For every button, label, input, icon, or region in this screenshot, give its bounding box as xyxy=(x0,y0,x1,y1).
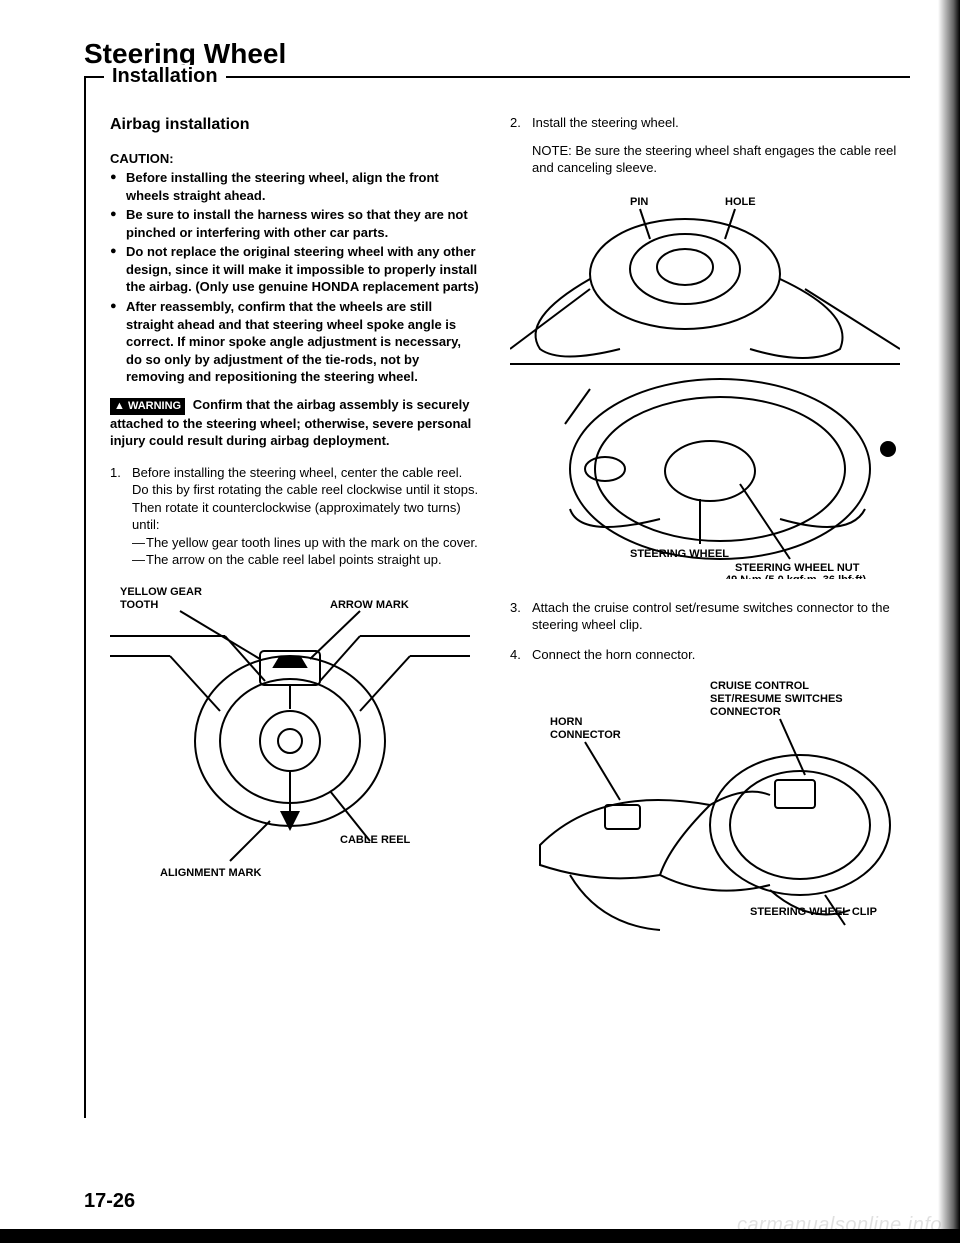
cable-reel-svg: YELLOW GEAR TOOTH ARROW MARK xyxy=(110,581,470,881)
step-sub: The arrow on the cable reel label points… xyxy=(132,551,480,569)
caution-item: Do not replace the original steering whe… xyxy=(110,243,480,296)
content-columns: Airbag installation CAUTION: Before inst… xyxy=(84,106,910,961)
right-column: 2. Install the steering wheel. NOTE: Be … xyxy=(510,114,900,961)
step-number: 1. xyxy=(110,464,121,482)
step-1: 1. Before installing the steering wheel,… xyxy=(110,464,480,569)
step-text: Do this by first rotating the cable reel… xyxy=(132,482,478,497)
caution-list: Before installing the steering wheel, al… xyxy=(110,169,480,386)
scan-bottom-bar xyxy=(0,1229,960,1243)
step-4: 4. Connect the horn connector. xyxy=(510,646,900,664)
caution-label: CAUTION: xyxy=(110,150,480,168)
left-steps: 1. Before installing the steering wheel,… xyxy=(110,464,480,569)
warning-paragraph: ▲ WARNING Confirm that the airbag assemb… xyxy=(110,396,480,450)
step-text: Before installing the steering wheel, ce… xyxy=(132,465,462,480)
scan-shadow xyxy=(938,0,960,1243)
label-clip: STEERING WHEEL CLIP xyxy=(750,906,877,918)
step-text: Then rotate it counterclockwise (approxi… xyxy=(132,500,461,533)
label-cable-reel: CABLE REEL xyxy=(340,834,411,846)
label-arrow-mark: ARROW MARK xyxy=(330,599,409,611)
label-horn-1: HORN xyxy=(550,716,582,728)
right-steps: 2. Install the steering wheel. NOTE: Be … xyxy=(510,114,900,177)
caution-item: Before installing the steering wheel, al… xyxy=(110,169,480,204)
label-yellow-gear: YELLOW GEAR xyxy=(120,586,202,598)
label-cruise-2: SET/RESUME SWITCHES xyxy=(710,693,843,705)
label-cruise-3: CONNECTOR xyxy=(710,706,781,718)
caution-item: After reassembly, confirm that the wheel… xyxy=(110,298,480,386)
right-steps-2: 3. Attach the cruise control set/resume … xyxy=(510,599,900,664)
step-text: Install the steering wheel. xyxy=(532,115,679,130)
left-column: Airbag installation CAUTION: Before inst… xyxy=(110,114,480,961)
figure-cable-reel: YELLOW GEAR TOOTH ARROW MARK xyxy=(110,581,480,881)
label-steering-wheel: STEERING WHEEL xyxy=(630,548,729,560)
figure-steering-install: PIN HOLE xyxy=(510,189,900,579)
step-number: 4. xyxy=(510,646,521,664)
svg-text:TOOTH: TOOTH xyxy=(120,599,158,611)
label-nut: STEERING WHEEL NUT xyxy=(735,562,860,574)
label-pin: PIN xyxy=(630,196,648,208)
step-2: 2. Install the steering wheel. NOTE: Be … xyxy=(510,114,900,177)
label-alignment-mark: ALIGNMENT MARK xyxy=(160,867,261,879)
caution-item: Be sure to install the harness wires so … xyxy=(110,206,480,241)
page-number: 17-26 xyxy=(84,1190,135,1213)
step-text: Attach the cruise control set/resume swi… xyxy=(532,600,890,633)
label-torque: 49 N·m (5.0 kgf·m, 36 lbf·ft) xyxy=(725,574,867,579)
step-number: 2. xyxy=(510,114,521,132)
step-note: NOTE: Be sure the steering wheel shaft e… xyxy=(532,142,900,177)
step-text: Connect the horn connector. xyxy=(532,647,695,662)
manual-page: Steering Wheel Installation Airbag insta… xyxy=(0,0,960,1243)
step-sub: The yellow gear tooth lines up with the … xyxy=(132,534,480,552)
step-number: 3. xyxy=(510,599,521,617)
label-horn-2: CONNECTOR xyxy=(550,729,621,741)
connectors-svg: CRUISE CONTROL SET/RESUME SWITCHES CONNE… xyxy=(510,675,900,945)
step-3: 3. Attach the cruise control set/resume … xyxy=(510,599,900,634)
label-cruise-1: CRUISE CONTROL xyxy=(710,680,809,692)
warning-badge: ▲ WARNING xyxy=(110,398,185,415)
section-heading: Installation xyxy=(104,65,226,88)
section-frame: Installation Airbag installation CAUTION… xyxy=(84,76,910,961)
figure-connectors: CRUISE CONTROL SET/RESUME SWITCHES CONNE… xyxy=(510,675,900,945)
steering-install-svg: PIN HOLE xyxy=(510,189,900,579)
airbag-heading: Airbag installation xyxy=(110,114,480,136)
label-hole: HOLE xyxy=(725,196,756,208)
